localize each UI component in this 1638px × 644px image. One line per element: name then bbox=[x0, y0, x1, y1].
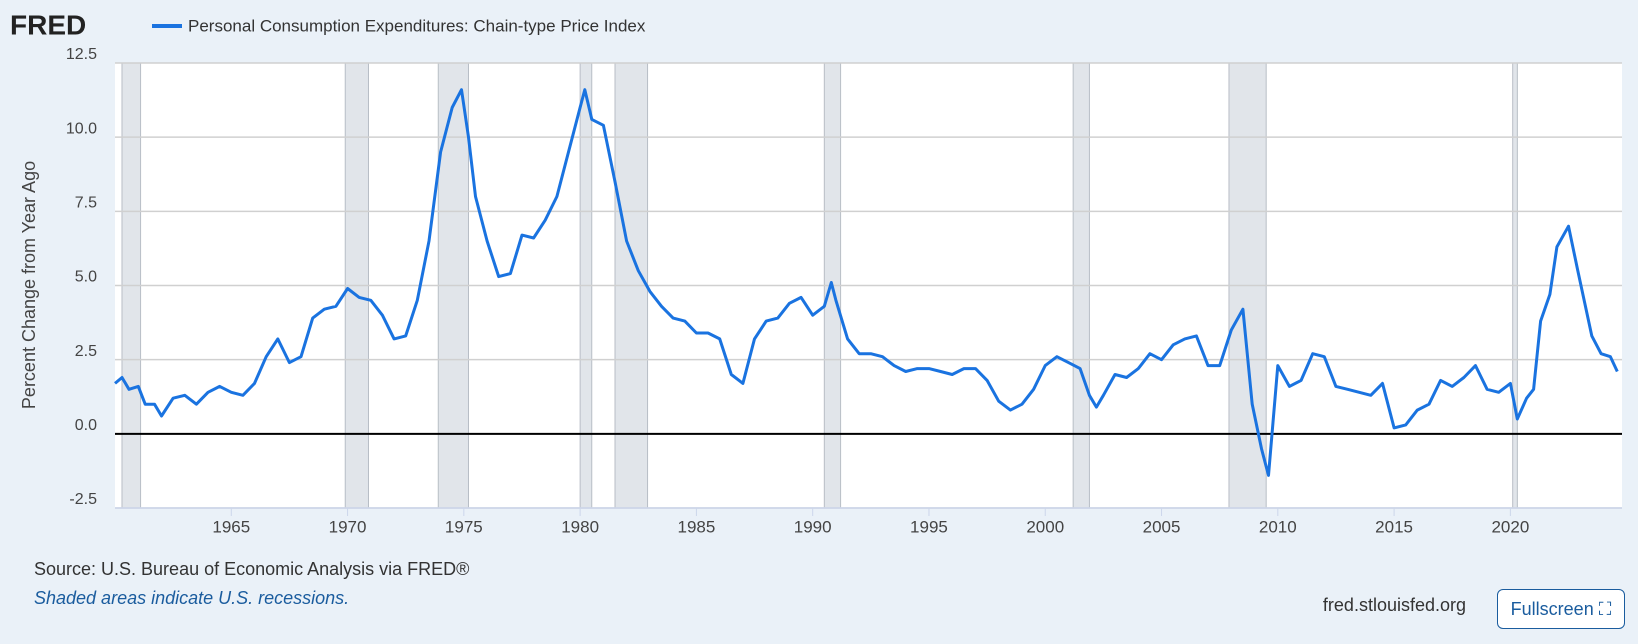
x-tick-label: 2020 bbox=[1491, 517, 1529, 536]
x-tick-label: 2015 bbox=[1375, 517, 1413, 536]
y-tick-label: 5.0 bbox=[75, 269, 97, 286]
x-tick-label: 2010 bbox=[1259, 517, 1297, 536]
y-tick-label: 12.5 bbox=[66, 46, 97, 63]
x-tick-label: 1975 bbox=[445, 517, 483, 536]
note: Shaded areas indicate U.S. recessions. bbox=[34, 588, 349, 608]
x-tick-label: 2005 bbox=[1143, 517, 1181, 536]
site: fred.stlouisfed.org bbox=[1323, 595, 1466, 615]
x-tick-label: 1995 bbox=[910, 517, 948, 536]
logo: FRED bbox=[10, 9, 86, 40]
x-tick-label: 1990 bbox=[794, 517, 832, 536]
y-axis-label: Percent Change from Year Ago bbox=[19, 161, 39, 409]
y-tick-label: 2.5 bbox=[75, 343, 97, 360]
y-tick-label: 0.0 bbox=[75, 417, 97, 434]
x-tick-label: 1980 bbox=[561, 517, 599, 536]
x-tick-label: 2000 bbox=[1026, 517, 1064, 536]
source: Source: U.S. Bureau of Economic Analysis… bbox=[34, 559, 469, 579]
y-tick-label: 7.5 bbox=[75, 195, 97, 212]
series-line bbox=[114, 88, 1619, 477]
y-tick-label: -2.5 bbox=[69, 491, 97, 508]
x-tick-label: 1970 bbox=[329, 517, 367, 536]
button-label: Fullscreen bbox=[1510, 599, 1594, 619]
x-tick-label: 1985 bbox=[677, 517, 715, 536]
legend-label: Personal Consumption Expenditures: Chain… bbox=[188, 16, 646, 35]
fullscreen-button[interactable]: Fullscreen ⛶ bbox=[1497, 589, 1625, 629]
y-tick-label: 10.0 bbox=[66, 120, 97, 137]
x-tick-label: 1965 bbox=[212, 517, 250, 536]
